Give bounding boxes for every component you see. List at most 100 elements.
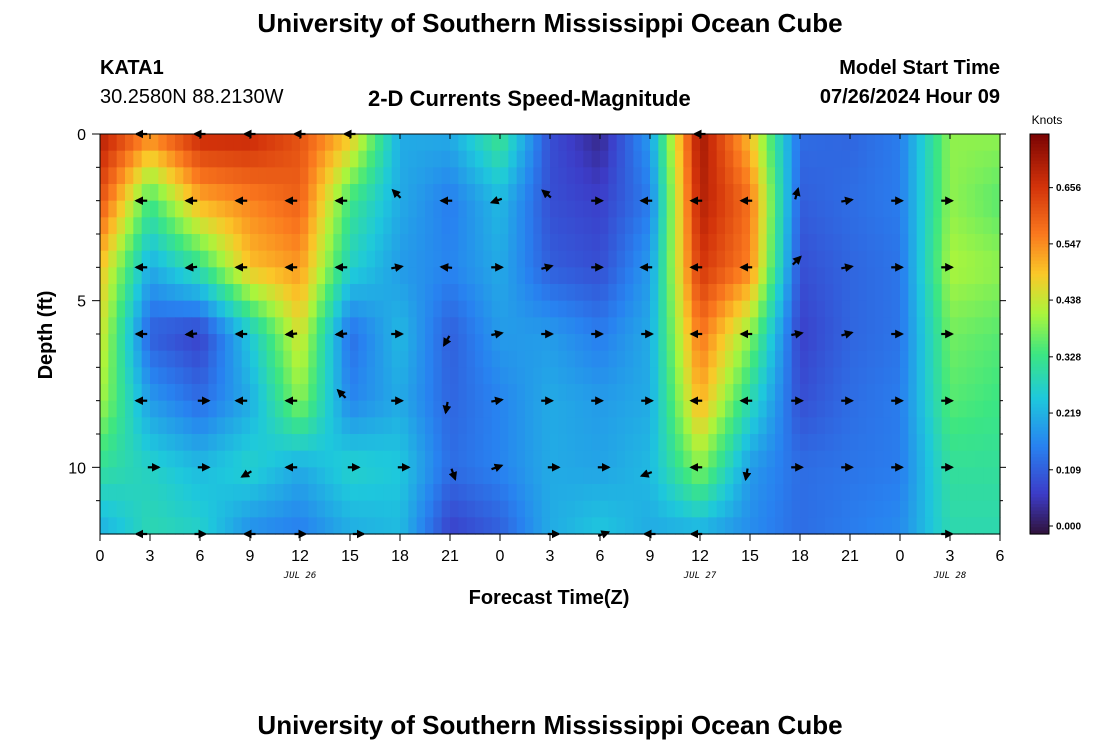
heatmap-cell [908,434,918,452]
heatmap-cell [791,367,801,385]
heatmap-cell [366,467,376,485]
heatmap-cell [641,200,651,218]
heatmap-cell [641,367,651,385]
heatmap-cell [883,150,893,168]
colorbar-swatch [1030,337,1049,342]
heatmap-cell [266,517,276,535]
heatmap-cell [708,267,718,285]
heatmap-cell [133,200,143,218]
heatmap-cell [200,484,209,502]
heatmap-cell [850,217,859,235]
heatmap-cell [341,134,351,152]
heatmap-cell [241,334,251,352]
heatmap-cell [675,134,684,152]
heatmap-cell [391,284,401,302]
heatmap-cell [608,184,618,202]
heatmap-cell [750,434,759,452]
heatmap-cell [141,434,151,452]
heatmap-cell [316,350,326,368]
heatmap-cell [500,400,509,418]
colorbar-tick-label: 0.109 [1056,465,1081,476]
heatmap-cell [758,317,768,335]
heatmap-cell [116,184,126,202]
heatmap-cell [341,150,351,168]
heatmap-cell [875,300,884,318]
heatmap-cell [291,184,301,202]
heatmap-cell [916,517,926,535]
heatmap-cell [625,517,634,535]
heatmap-cell [558,350,568,368]
heatmap-cell [166,367,176,385]
heatmap-cell [708,200,718,218]
heatmap-cell [925,234,934,252]
current-vector-arrow [284,329,298,339]
heatmap-cell [841,317,851,335]
heatmap-cell [933,300,943,318]
heatmap-cell [241,300,251,318]
colorbar-swatch [1030,237,1049,242]
heatmap-cell [941,267,951,285]
heatmap-cell [258,367,268,385]
heatmap-cell [416,384,426,402]
heatmap-cell [283,517,293,535]
heatmap-cell [500,317,509,335]
heatmap-cell [891,200,901,218]
heatmap-cell [700,517,709,535]
heatmap-cell [666,467,676,485]
heatmap-cell [216,200,226,218]
heatmap-cell [375,350,384,368]
heatmap-cell [666,250,676,268]
heatmap-cell [966,317,976,335]
heatmap-cell [408,284,418,302]
heatmap-cell [500,517,509,535]
colorbar-swatch [1030,210,1049,215]
heatmap-cell [766,400,776,418]
heatmap-cell [966,367,976,385]
heatmap-cell [266,150,276,168]
heatmap-cell [325,384,334,402]
heatmap-cell [616,484,626,502]
heatmap-cell [375,417,384,435]
heatmap-cell [208,484,218,502]
heatmap-cell [466,400,476,418]
heatmap-cell [166,517,176,535]
heatmap-cell [825,217,834,235]
heatmap-cell [650,334,659,352]
heatmap-cell [466,184,476,202]
heatmap-cell [875,334,884,352]
current-vector-arrow [442,401,452,415]
heatmap-cell [616,234,626,252]
colorbar-swatch [1030,530,1049,535]
heatmap-cell [975,167,984,185]
heatmap-cell [333,334,343,352]
heatmap-cell [733,217,743,235]
heatmap-cell [741,300,751,318]
colorbar-swatch [1030,340,1049,345]
heatmap-cell [241,167,251,185]
heatmap-cell [300,450,309,468]
heatmap-cell [916,467,926,485]
heatmap-cell [666,334,676,352]
heatmap-cell [108,350,118,368]
heatmap-cell [958,234,968,252]
y-axis-label: Depth (ft) [35,291,57,380]
heatmap-cell [533,350,543,368]
heatmap-cell [966,284,976,302]
heatmap-cell [300,284,309,302]
heatmap-cell [675,267,684,285]
heatmap-cell [716,450,726,468]
heatmap-cell [775,367,784,385]
heatmap-cell [833,234,843,252]
heatmap-cell [208,267,218,285]
heatmap-cell [425,184,434,202]
heatmap-cell [408,317,418,335]
heatmap-cell [658,267,668,285]
heatmap-cell [983,484,993,502]
heatmap-cell [875,400,884,418]
heatmap-cell [483,184,493,202]
heatmap-cell [708,284,718,302]
heatmap-cell [941,184,951,202]
heatmap-cell [566,484,576,502]
heatmap-cell [783,250,793,268]
heatmap-cell [191,400,201,418]
